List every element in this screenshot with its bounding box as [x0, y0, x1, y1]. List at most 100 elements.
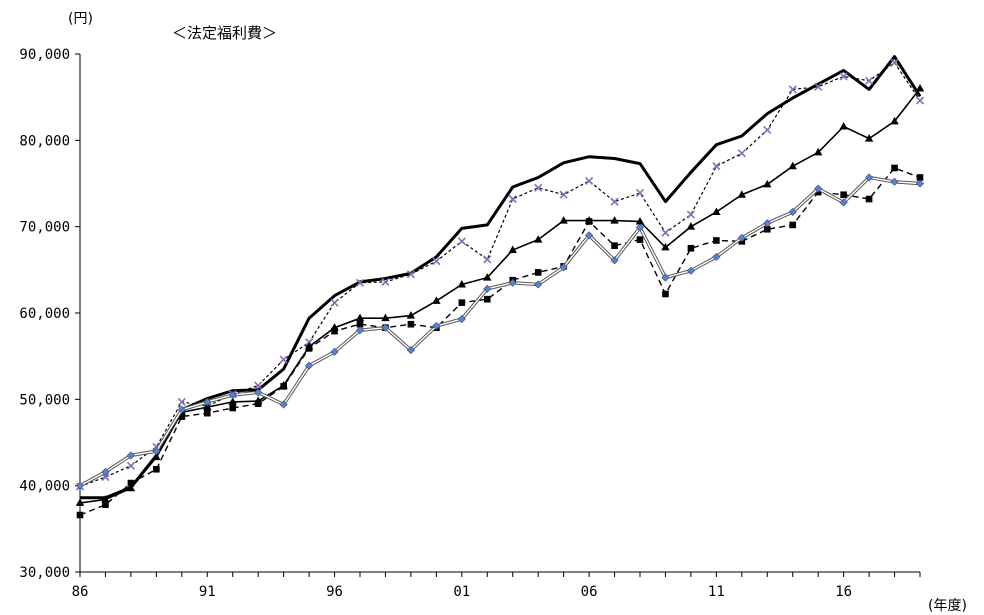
data-point: [610, 216, 619, 224]
data-point: [406, 346, 415, 355]
data-point: [788, 207, 797, 217]
y-tick-label: 80,000: [19, 133, 70, 149]
data-point: [915, 96, 925, 105]
data-point: [305, 361, 314, 370]
data-point: [559, 190, 568, 199]
data-point: [279, 355, 288, 364]
series-layer: [75, 55, 925, 519]
data-point: [126, 451, 135, 460]
data-point: [585, 218, 593, 225]
data-point: [75, 481, 85, 490]
data-point: [152, 447, 161, 456]
data-point: [712, 162, 721, 171]
y-tick-labels: 30,000 40,000 50,000 60,000 70,000 80,000 90,0…: [19, 47, 70, 581]
data-point: [483, 255, 492, 264]
data-point: [432, 257, 441, 266]
data-point: [661, 273, 670, 282]
x-axis-label: (年度): [928, 598, 967, 614]
data-point: [839, 72, 848, 81]
x-tick-label: 91: [199, 584, 216, 600]
data-point: [355, 278, 365, 287]
data-point: [890, 116, 899, 125]
data-point: [864, 134, 874, 142]
data-point: [687, 244, 695, 252]
data-point: [126, 461, 135, 470]
data-point: [355, 313, 365, 322]
data-point: [533, 235, 543, 243]
data-point: [585, 231, 594, 240]
data-point: [228, 390, 237, 400]
data-point: [865, 195, 873, 203]
x-tick-label: 96: [326, 584, 343, 600]
y-axis-label: (円): [68, 11, 93, 27]
data-point: [254, 400, 262, 407]
data-point: [763, 219, 772, 228]
data-point: [102, 501, 109, 508]
data-point: [636, 236, 644, 243]
data-point: [381, 277, 390, 286]
data-point: [737, 233, 746, 242]
data-point: [916, 174, 924, 181]
x-tick-label: 11: [708, 584, 725, 600]
data-point: [635, 188, 645, 198]
data-point: [865, 76, 874, 85]
series-dotted-cross: [75, 58, 925, 491]
data-point: [153, 465, 160, 473]
series-dashed-square: [76, 164, 924, 519]
data-point: [280, 383, 287, 390]
data-point: [661, 228, 670, 237]
data-point: [254, 381, 263, 390]
y-tick-label: 50,000: [19, 392, 70, 408]
series-solid-triangle: [75, 84, 925, 506]
series-line: [79, 88, 921, 504]
data-point: [457, 315, 466, 324]
x-tick-label: 86: [72, 584, 89, 600]
data-point: [763, 179, 772, 188]
y-tick-label: 40,000: [19, 479, 70, 495]
data-point: [331, 327, 338, 335]
data-point: [788, 85, 797, 94]
data-point: [381, 323, 390, 332]
data-point: [508, 245, 517, 253]
data-point: [813, 147, 823, 156]
data-point: [76, 511, 84, 519]
data-point: [713, 237, 720, 244]
data-point: [457, 237, 466, 246]
data-point: [203, 397, 212, 406]
data-point: [483, 273, 492, 281]
data-point: [534, 280, 543, 289]
data-point: [661, 242, 670, 251]
series-double-diamond: [75, 173, 925, 490]
data-point: [203, 402, 212, 411]
data-point: [814, 184, 823, 193]
data-point: [890, 177, 899, 186]
data-point: [279, 400, 288, 409]
data-point: [508, 278, 517, 287]
data-point: [152, 452, 161, 461]
data-point: [712, 252, 721, 261]
data-point: [686, 210, 695, 219]
data-point: [763, 125, 772, 135]
data-point: [891, 164, 898, 172]
y-tick-label: 90,000: [19, 47, 70, 63]
series-line-inner: [79, 176, 921, 487]
data-point: [330, 347, 339, 356]
data-point: [559, 216, 568, 224]
data-point: [101, 467, 110, 476]
data-point: [915, 179, 925, 188]
y-tick-label: 60,000: [19, 306, 70, 322]
data-point: [635, 223, 645, 232]
data-point: [662, 290, 669, 298]
data-point: [178, 413, 186, 420]
data-point: [534, 183, 543, 192]
data-point: [406, 270, 415, 279]
data-point: [432, 296, 441, 304]
data-point: [228, 397, 237, 405]
data-point: [101, 494, 110, 503]
data-point: [814, 82, 823, 91]
data-point: [737, 190, 747, 198]
data-point: [432, 321, 441, 330]
data-point: [381, 313, 390, 322]
data-point: [229, 404, 237, 412]
